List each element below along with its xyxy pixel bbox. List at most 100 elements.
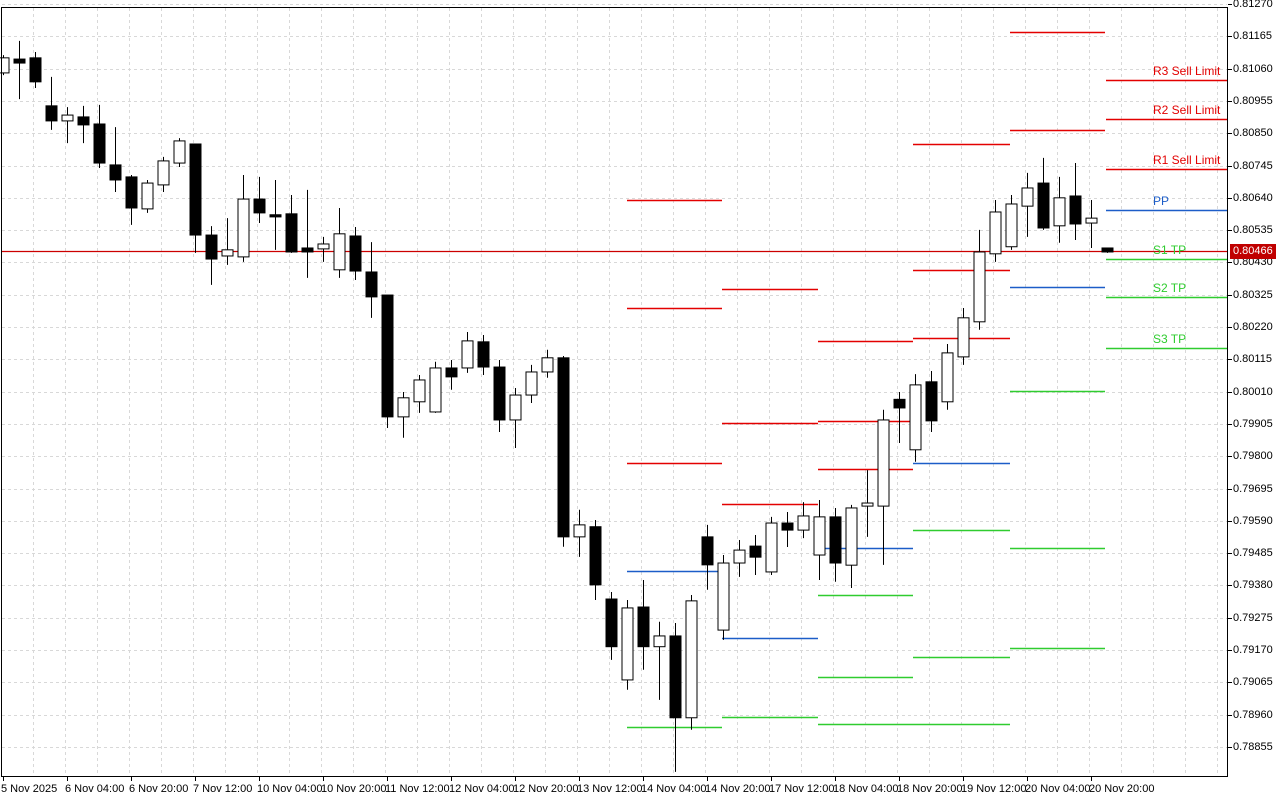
candle-bearish: [493, 366, 506, 421]
price-axis-label: 0.78960: [1233, 709, 1273, 721]
price-axis-label: 0.80010: [1233, 386, 1273, 398]
candle-bullish: [813, 516, 826, 556]
pivot-label-s1[interactable]: S1 TP: [1153, 243, 1187, 257]
time-axis-label: 14 Nov 20:00: [705, 783, 771, 795]
time-axis-label: 18 Nov 04:00: [833, 783, 899, 795]
candle-bearish: [381, 294, 394, 418]
candle-bullish: [413, 379, 426, 403]
candle-bearish: [445, 367, 458, 378]
candle-bearish: [285, 213, 298, 253]
candle-bearish: [93, 123, 106, 164]
candle-bearish: [925, 381, 938, 422]
pivot-label-pp[interactable]: PP: [1153, 194, 1170, 208]
candle-bearish: [605, 598, 618, 648]
price-axis-label: 0.80745: [1233, 160, 1273, 172]
candle-bearish: [829, 516, 842, 564]
candle-bearish: [893, 398, 906, 409]
price-axis-label: 0.79905: [1233, 418, 1273, 430]
candle-bullish: [973, 251, 986, 323]
candle-bearish: [669, 635, 682, 719]
price-axis-label: 0.80115: [1233, 353, 1272, 365]
candle-bullish: [957, 317, 970, 358]
time-axis-label: 20 Nov 20:00: [1089, 783, 1155, 795]
candle-bullish: [909, 384, 922, 451]
time-axis-label: 11 Nov 12:00: [385, 783, 450, 795]
price-axis-label: 0.80955: [1233, 95, 1273, 107]
pivot-label-s2[interactable]: S2 TP: [1153, 281, 1187, 295]
price-axis-label: 0.80850: [1233, 127, 1273, 139]
candle-bearish: [477, 341, 490, 368]
candle-bearish: [349, 235, 362, 272]
price-axis-label: 0.78855: [1233, 741, 1273, 753]
candle-bullish: [0, 57, 10, 74]
time-axis-label: 12 Nov 20:00: [513, 783, 579, 795]
candle-bullish: [509, 394, 522, 421]
time-axis-label: 17 Nov 12:00: [769, 783, 835, 795]
candle-bullish: [797, 515, 810, 531]
price-axis-label: 0.80325: [1233, 289, 1273, 301]
candle-bullish: [733, 549, 746, 564]
price-axis-label: 0.79800: [1233, 450, 1273, 462]
price-axis-label: 0.80535: [1233, 224, 1273, 236]
candle-bullish: [861, 502, 874, 507]
price-axis-label: 0.79695: [1233, 483, 1273, 495]
time-axis-label: 7 Nov 12:00: [193, 783, 253, 795]
price-axis-label: 0.79590: [1233, 515, 1273, 527]
bid-price-badge: 0.80466: [1230, 243, 1276, 259]
price-axis-label: 0.79380: [1233, 579, 1273, 591]
pivot-label-r3[interactable]: R3 Sell Limit: [1153, 64, 1221, 78]
time-axis-label: 5 Nov 2025: [1, 783, 58, 795]
pivot-label-r2[interactable]: R2 Sell Limit: [1153, 103, 1221, 117]
candle-bearish: [1069, 195, 1082, 225]
candle-bullish: [877, 419, 890, 507]
candle-bullish: [461, 340, 474, 369]
price-axis-label: 0.79485: [1233, 547, 1273, 559]
candle-bullish: [765, 522, 778, 573]
time-axis-label: 10 Nov 20:00: [321, 783, 387, 795]
price-axis-label: 0.80640: [1233, 192, 1273, 204]
candle-bullish: [717, 562, 730, 631]
candle-bearish: [1101, 247, 1114, 253]
candle-bullish: [1053, 197, 1066, 227]
time-axis-label: 6 Nov 04:00: [65, 783, 125, 795]
candle-bullish: [1085, 217, 1098, 224]
candle-bullish: [237, 198, 250, 258]
candle-bearish: [29, 57, 42, 83]
price-axis-label: 0.80430: [1233, 256, 1273, 268]
candle-bullish: [333, 233, 346, 271]
candle-bearish: [269, 214, 282, 218]
candle-bullish: [429, 367, 442, 413]
price-axis-label: 0.80220: [1233, 321, 1273, 333]
candle-bullish: [685, 600, 698, 719]
candle-bullish: [1005, 203, 1018, 248]
candle-bearish: [45, 105, 58, 122]
price-axis-label: 0.79170: [1233, 644, 1273, 656]
candle-bullish: [541, 357, 554, 373]
time-axis-label: 13 Nov 12:00: [577, 783, 643, 795]
candle-bearish: [365, 271, 378, 298]
candle-bearish: [1037, 182, 1050, 229]
price-axis-label: 0.79065: [1233, 676, 1273, 688]
time-axis-label: 12 Nov 04:00: [449, 783, 515, 795]
price-axis-label: 0.81165: [1233, 30, 1272, 42]
time-axis-label: 20 Nov 04:00: [1025, 783, 1091, 795]
candle-bearish: [77, 116, 90, 126]
candle-bullish: [221, 249, 234, 257]
time-axis-label: 18 Nov 20:00: [897, 783, 963, 795]
candle-bullish: [1021, 187, 1034, 207]
candle-bullish: [573, 524, 586, 538]
candle-bullish: [397, 397, 410, 418]
pivot-label-r1[interactable]: R1 Sell Limit: [1153, 153, 1221, 167]
candle-bearish: [557, 357, 570, 538]
candle-bullish: [317, 243, 330, 250]
candle-bearish: [637, 606, 650, 648]
price-axis-label: 0.81060: [1233, 63, 1273, 75]
candle-bullish: [653, 635, 666, 648]
candle-bearish: [13, 58, 26, 64]
candle-bearish: [205, 234, 218, 260]
pivot-label-s3[interactable]: S3 TP: [1153, 332, 1187, 346]
candle-bearish: [189, 143, 202, 236]
candle-bearish: [301, 247, 314, 253]
